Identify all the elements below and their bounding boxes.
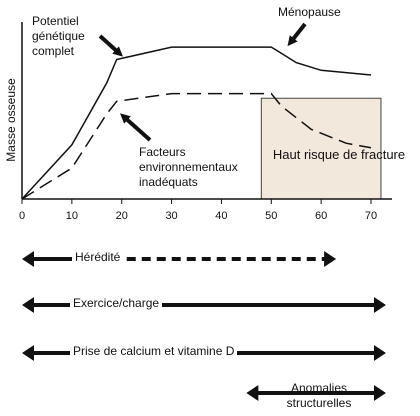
factor-label-1: Hérédité xyxy=(72,250,124,264)
annotation-factors: Facteurs environnementaux inadéquats xyxy=(139,145,238,189)
potential-arrow xyxy=(98,34,123,57)
factor-arrows xyxy=(22,251,386,401)
x-tick-label-60: 60 xyxy=(315,210,328,222)
series-line-dashed xyxy=(21,92,372,200)
series-line-solid xyxy=(21,46,372,200)
factor-label-2: Exercice/charge xyxy=(70,296,163,310)
risk-zone-label: Haut risque de fracture xyxy=(272,147,406,162)
factors-arrow xyxy=(120,113,152,142)
x-tick-label-0: 0 xyxy=(18,210,26,222)
x-tick-label-50: 50 xyxy=(265,210,278,222)
x-tick-label-30: 30 xyxy=(165,210,178,222)
annotation-menopause: Ménopause xyxy=(278,5,341,19)
x-tick-label-40: 40 xyxy=(215,210,228,222)
x-tick-label-70: 70 xyxy=(364,210,378,222)
y-axis-label: Masse osseuse xyxy=(4,78,18,162)
factor-arrow-4 xyxy=(246,385,386,401)
x-tick-label-20: 20 xyxy=(115,210,128,222)
annotation-potential: Potentiel génétique complet xyxy=(32,14,85,58)
menopause-arrow xyxy=(287,22,307,47)
x-axis-ticks xyxy=(21,199,372,204)
x-tick-label-10: 10 xyxy=(65,210,78,222)
factor-label-3: Prise de calcium et vitamine D xyxy=(70,344,238,358)
factor-label-4: Anomalies structurelles xyxy=(286,381,352,410)
factor-arrow-1 xyxy=(22,251,337,267)
risk-zone xyxy=(260,97,382,200)
